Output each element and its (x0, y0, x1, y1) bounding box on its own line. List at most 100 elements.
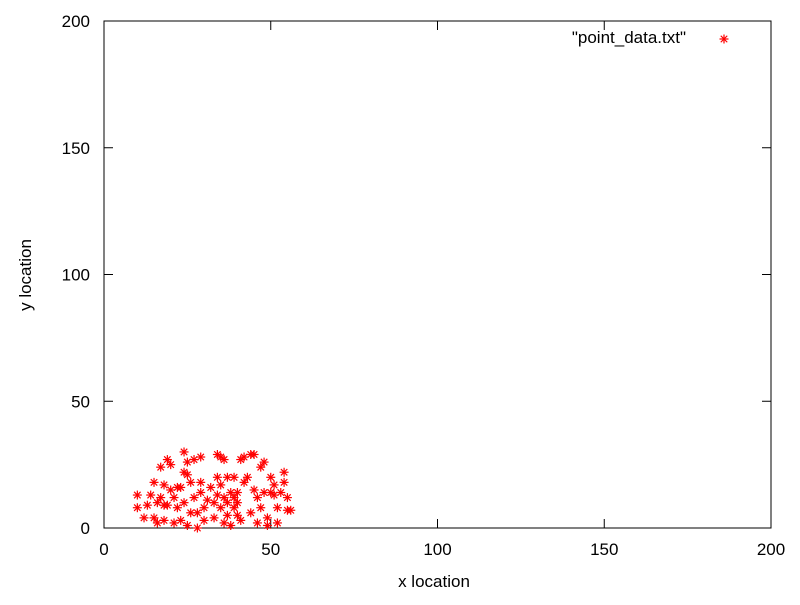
data-point (176, 515, 186, 525)
data-point (272, 503, 282, 513)
x-tick-label: 0 (99, 540, 108, 559)
data-point (219, 493, 229, 503)
data-point (279, 477, 289, 487)
data-point (206, 482, 216, 492)
data-point (192, 523, 202, 533)
data-point (286, 505, 296, 515)
data-point (209, 513, 219, 523)
data-point (222, 510, 232, 520)
data-point (202, 495, 212, 505)
ticks-layer: 0 50 100 150 200 0 50 100 150 200 (62, 12, 786, 559)
data-point (229, 503, 239, 513)
data-point (132, 503, 142, 513)
data-point (159, 480, 169, 490)
legend-marker-holder (719, 34, 729, 44)
data-point (169, 493, 179, 503)
data-point (246, 508, 256, 518)
data-point (182, 470, 192, 480)
data-point (182, 457, 192, 467)
data-point (222, 498, 232, 508)
data-point (236, 515, 246, 525)
data-point (162, 500, 172, 510)
data-point (249, 449, 259, 459)
data-point (152, 498, 162, 508)
data-point (196, 452, 206, 462)
data-point (169, 518, 179, 528)
data-point (229, 472, 239, 482)
data-point (162, 455, 172, 465)
data-point (272, 518, 282, 528)
data-point (179, 447, 189, 457)
x-axis-label: x location (398, 572, 470, 591)
data-point (219, 518, 229, 528)
y-tick-label: 100 (62, 266, 90, 285)
y-tick-label: 0 (81, 519, 90, 538)
legend-marker-icon (719, 34, 729, 44)
data-point (149, 477, 159, 487)
data-point (176, 482, 186, 492)
data-point (142, 500, 152, 510)
legend: "point_data.txt" (572, 28, 729, 47)
y-tick-label: 150 (62, 139, 90, 158)
data-point (179, 498, 189, 508)
legend-label: "point_data.txt" (572, 28, 686, 47)
data-point (269, 480, 279, 490)
y-axis-label: y location (16, 239, 35, 311)
data-point (226, 520, 236, 530)
data-point (146, 490, 156, 500)
data-point (256, 462, 266, 472)
plot-border (103, 20, 772, 529)
data-point (212, 490, 222, 500)
data-point (139, 513, 149, 523)
data-point (262, 513, 272, 523)
data-point (232, 498, 242, 508)
data-point (189, 493, 199, 503)
data-point (182, 520, 192, 530)
data-point (152, 518, 162, 528)
y-tick-label: 200 (62, 12, 90, 31)
data-point (282, 493, 292, 503)
data-point (239, 477, 249, 487)
data-point (172, 503, 182, 513)
data-point (192, 508, 202, 518)
data-point (159, 515, 169, 525)
data-point (209, 498, 219, 508)
data-point (149, 513, 159, 523)
data-point (196, 488, 206, 498)
data-point (156, 462, 166, 472)
points-layer (132, 447, 296, 533)
data-point (229, 493, 239, 503)
data-point (239, 452, 249, 462)
data-point (252, 518, 262, 528)
data-point (186, 477, 196, 487)
data-point (276, 488, 286, 498)
data-point (132, 490, 142, 500)
data-point (219, 455, 229, 465)
data-point (216, 480, 226, 490)
data-point (252, 493, 262, 503)
data-point (256, 503, 266, 513)
data-point (232, 488, 242, 498)
data-point (189, 455, 199, 465)
data-point (156, 493, 166, 503)
x-tick-label: 50 (261, 540, 280, 559)
data-point (262, 520, 272, 530)
data-point (199, 503, 209, 513)
data-point (216, 503, 226, 513)
data-point (166, 460, 176, 470)
data-point (279, 467, 289, 477)
data-point (196, 477, 206, 487)
data-point (269, 490, 279, 500)
x-tick-label: 100 (423, 540, 451, 559)
data-point (166, 485, 176, 495)
data-point (266, 472, 276, 482)
data-point (212, 472, 222, 482)
data-point (232, 510, 242, 520)
data-point (259, 457, 269, 467)
x-tick-label: 150 (590, 540, 618, 559)
data-point (249, 485, 259, 495)
data-point (242, 472, 252, 482)
data-point (199, 515, 209, 525)
